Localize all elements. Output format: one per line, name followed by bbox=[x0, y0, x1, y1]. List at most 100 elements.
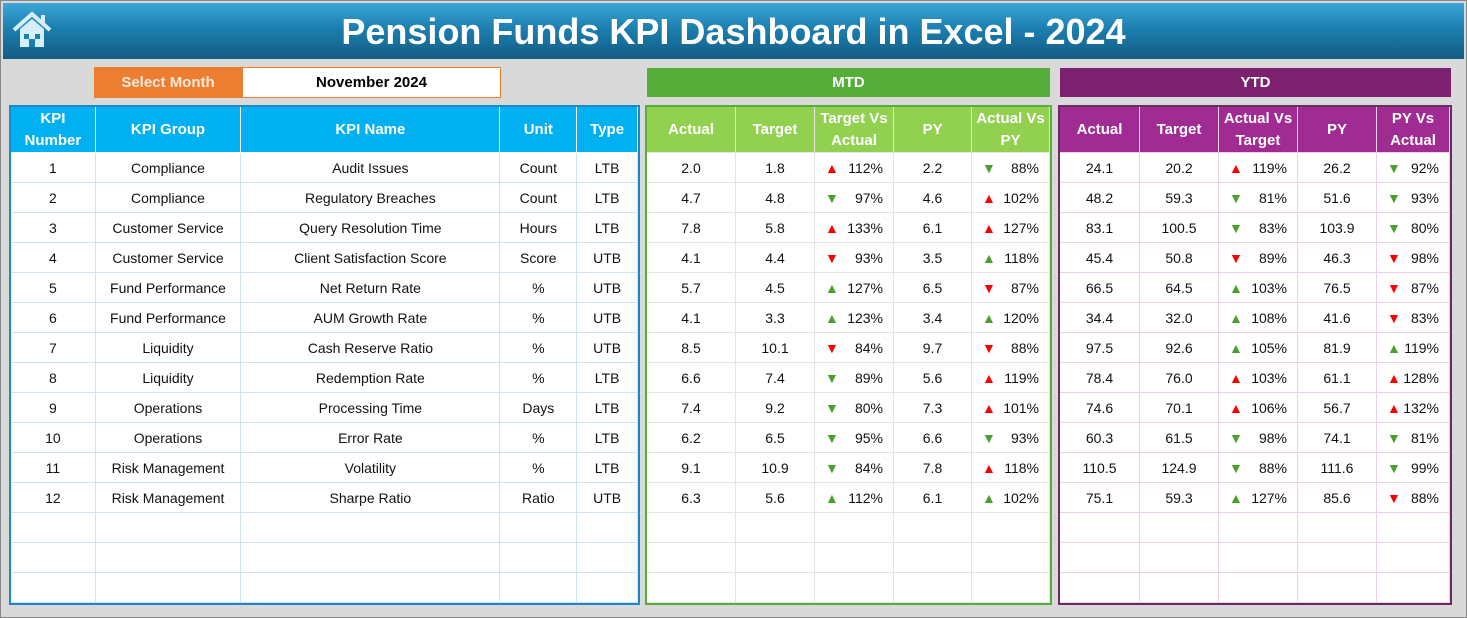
indicator-cell: ▲ 102% bbox=[972, 183, 1050, 213]
percent-value: 118% bbox=[1004, 249, 1039, 266]
indicator-cell: ▼ 88% bbox=[1219, 453, 1298, 483]
cell-group: Compliance bbox=[95, 183, 242, 213]
indicator-cell: ▲ 132% bbox=[1377, 393, 1450, 423]
indicator-cell: ▲ 120% bbox=[972, 303, 1050, 333]
table-row: 11 Risk Management Volatility% LTB bbox=[11, 453, 638, 483]
table-row: 9.1 10.9 ▼ 84% 7.8 ▲ 118% bbox=[647, 453, 1050, 483]
table-row: 83.1 100.5 ▼ 83% 103.9 ▼ 80% bbox=[1060, 213, 1450, 243]
percent-value: 87% bbox=[1010, 279, 1039, 296]
value-cell: 6.6 bbox=[894, 423, 972, 453]
indicator-cell: ▼ 83% bbox=[1377, 303, 1450, 333]
value-cell: 2.0 bbox=[647, 153, 736, 183]
value-cell: 7.8 bbox=[894, 453, 972, 483]
percent-value: 102% bbox=[1003, 189, 1039, 206]
indicator-cell: ▲ 128% bbox=[1377, 363, 1450, 393]
table-row: 78.4 76.0 ▲ 103% 61.1 ▲ 128% bbox=[1060, 363, 1450, 393]
arrow-down-icon: ▼ bbox=[1387, 429, 1401, 446]
percent-value: 83% bbox=[1258, 219, 1287, 236]
arrow-down-icon: ▼ bbox=[825, 399, 839, 416]
table-row: 34.4 32.0 ▲ 108% 41.6 ▼ 83% bbox=[1060, 303, 1450, 333]
percent-value: 81% bbox=[1410, 429, 1439, 446]
value-cell: 50.8 bbox=[1140, 243, 1219, 273]
value-cell: 4.1 bbox=[647, 303, 736, 333]
table-cell bbox=[815, 573, 894, 603]
indicator-cell: ▼ 88% bbox=[1377, 483, 1450, 513]
cell-unit: % bbox=[500, 363, 578, 393]
value-cell: 20.2 bbox=[1140, 153, 1219, 183]
table-cell bbox=[647, 543, 736, 573]
indicator-cell: ▲ 103% bbox=[1219, 363, 1298, 393]
value-cell: 9.1 bbox=[647, 453, 736, 483]
value-cell: 41.6 bbox=[1298, 303, 1377, 333]
indicator-cell: ▼ 81% bbox=[1219, 183, 1298, 213]
arrow-down-icon: ▼ bbox=[982, 159, 996, 176]
value-cell: 9.2 bbox=[736, 393, 815, 423]
indicator-cell: ▲ 127% bbox=[972, 213, 1050, 243]
table-row: 6.6 7.4 ▼ 89% 5.6 ▲ 119% bbox=[647, 363, 1050, 393]
value-cell: 2.2 bbox=[894, 153, 972, 183]
value-cell: 61.5 bbox=[1140, 423, 1219, 453]
percent-value: 105% bbox=[1251, 339, 1287, 356]
value-cell: 1.8 bbox=[736, 153, 815, 183]
cell-name: Regulatory Breaches bbox=[241, 183, 501, 213]
value-cell: 59.3 bbox=[1140, 483, 1219, 513]
cell-unit: % bbox=[500, 333, 578, 363]
table-row: 4.1 3.3 ▲ 123% 3.4 ▲ 120% bbox=[647, 303, 1050, 333]
cell-unit: % bbox=[500, 273, 578, 303]
percent-value: 88% bbox=[1010, 159, 1039, 176]
home-icon[interactable] bbox=[11, 9, 53, 51]
value-cell: 5.8 bbox=[736, 213, 815, 243]
table-row bbox=[11, 573, 638, 603]
value-cell: 124.9 bbox=[1140, 453, 1219, 483]
column-header: Type bbox=[577, 107, 638, 153]
arrow-down-icon: ▼ bbox=[825, 459, 839, 476]
percent-value: 98% bbox=[1410, 249, 1439, 266]
cell-unit: % bbox=[500, 453, 578, 483]
value-cell: 83.1 bbox=[1060, 213, 1140, 243]
percent-value: 89% bbox=[1258, 249, 1287, 266]
table-row: 5 Fund Performance Net Return Rate% UTB bbox=[11, 273, 638, 303]
table-row: 7.4 9.2 ▼ 80% 7.3 ▲ 101% bbox=[647, 393, 1050, 423]
value-cell: 60.3 bbox=[1060, 423, 1140, 453]
value-cell: 5.7 bbox=[647, 273, 736, 303]
percent-value: 103% bbox=[1251, 279, 1287, 296]
value-cell: 111.6 bbox=[1298, 453, 1377, 483]
dashboard-header: Pension Funds KPI Dashboard in Excel - 2… bbox=[3, 3, 1464, 59]
table-row bbox=[1060, 573, 1450, 603]
arrow-down-icon: ▼ bbox=[1387, 219, 1401, 236]
table-row: 2.0 1.8 ▲ 112% 2.2 ▼ 88% bbox=[647, 153, 1050, 183]
indicator-cell: ▼ 93% bbox=[972, 423, 1050, 453]
indicator-cell: ▲ 119% bbox=[972, 363, 1050, 393]
value-cell: 81.9 bbox=[1298, 333, 1377, 363]
cell-group: Customer Service bbox=[95, 243, 242, 273]
value-cell: 85.6 bbox=[1298, 483, 1377, 513]
indicator-cell: ▲ 123% bbox=[815, 303, 894, 333]
percent-value: 88% bbox=[1258, 459, 1287, 476]
percent-value: 93% bbox=[1010, 429, 1039, 446]
percent-value: 83% bbox=[1410, 309, 1439, 326]
table-cell bbox=[1377, 573, 1450, 603]
cell-num: 9 bbox=[11, 393, 96, 423]
percent-value: 97% bbox=[854, 189, 883, 206]
column-header: Target bbox=[1140, 107, 1219, 153]
mtd-section-header: MTD bbox=[647, 68, 1050, 97]
value-cell: 10.1 bbox=[736, 333, 815, 363]
header-row: KPI Number KPI Group KPI Name Unit Type bbox=[11, 107, 638, 153]
indicator-cell: ▼ 88% bbox=[972, 153, 1050, 183]
arrow-down-icon: ▼ bbox=[1229, 429, 1243, 446]
value-cell: 7.4 bbox=[647, 393, 736, 423]
arrow-up-icon: ▲ bbox=[982, 489, 996, 506]
cell-num: 12 bbox=[11, 483, 96, 513]
value-cell: 66.5 bbox=[1060, 273, 1140, 303]
cell-type: LTB bbox=[577, 183, 638, 213]
table-cell bbox=[95, 513, 242, 543]
table-cell bbox=[894, 573, 972, 603]
percent-value: 88% bbox=[1410, 489, 1439, 506]
arrow-up-icon: ▲ bbox=[982, 399, 996, 416]
value-cell: 110.5 bbox=[1060, 453, 1140, 483]
month-dropdown[interactable]: November 2024 bbox=[242, 67, 501, 98]
percent-value: 80% bbox=[854, 399, 883, 416]
value-cell: 4.5 bbox=[736, 273, 815, 303]
indicator-cell: ▲ 119% bbox=[1377, 333, 1450, 363]
arrow-up-icon: ▲ bbox=[1387, 399, 1401, 416]
